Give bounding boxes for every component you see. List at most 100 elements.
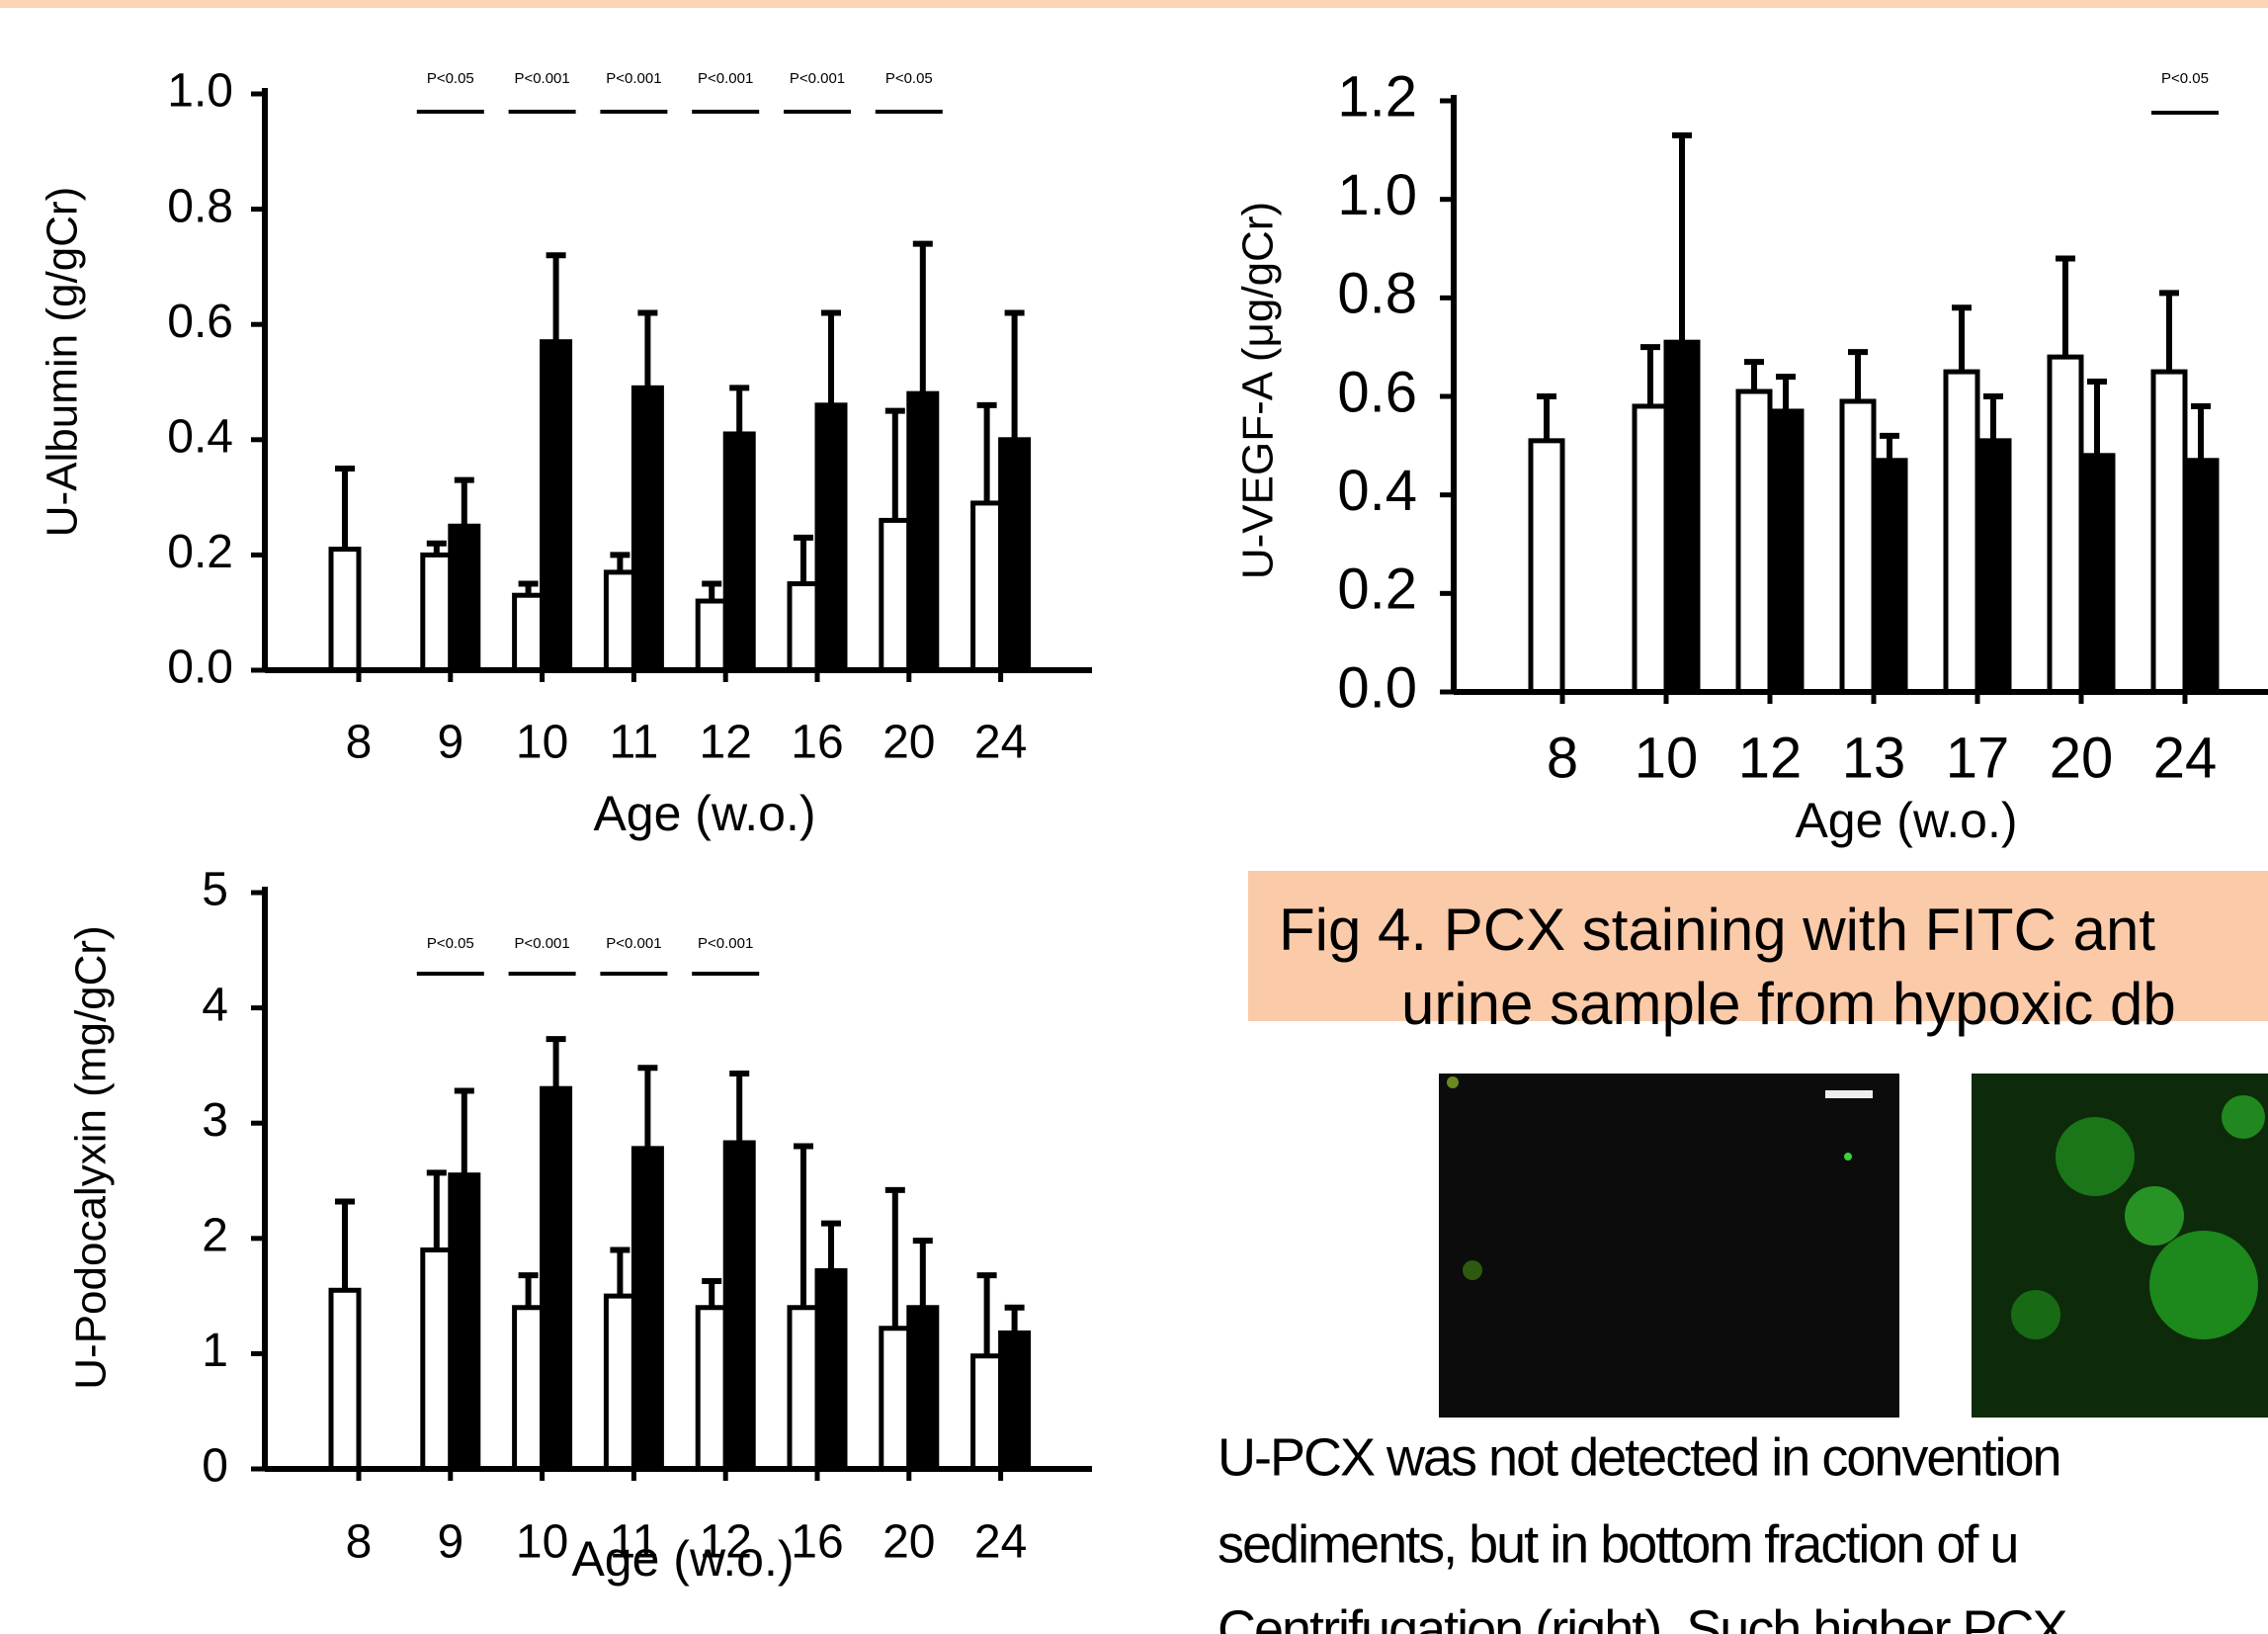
significance-label: P<0.05 — [885, 70, 933, 87]
bar — [725, 434, 753, 670]
y-tick-label: 1 — [202, 1325, 228, 1377]
bar — [973, 503, 1001, 670]
x-tick-label: 24 — [974, 1516, 1027, 1569]
error-bar — [1776, 377, 1796, 411]
x-tick-label: 20 — [2050, 726, 2114, 790]
significance-label: P<0.001 — [698, 935, 753, 952]
error-bar — [2056, 258, 2075, 357]
significance-label: P<0.001 — [514, 70, 569, 87]
error-bar — [913, 244, 933, 394]
error-bar — [2159, 293, 2179, 372]
error-bar — [2191, 406, 2211, 461]
bar — [1635, 406, 1666, 692]
error-bar — [885, 1190, 905, 1329]
x-tick-label: 10 — [516, 1516, 568, 1569]
y-tick-label: 0.4 — [1337, 459, 1417, 523]
y-tick-label: 0.2 — [1337, 558, 1417, 622]
error-bar — [1983, 396, 2003, 441]
signal — [2125, 1186, 2184, 1246]
x-tick-label: 10 — [1635, 726, 1699, 790]
bar — [423, 1249, 451, 1469]
error-bar — [455, 1091, 474, 1175]
y-tick-label: 2 — [202, 1209, 228, 1261]
bar — [423, 555, 451, 670]
error-bar — [702, 1281, 721, 1308]
caption-line: Fig 4. PCX staining with FITC ant — [1279, 897, 2155, 963]
bar — [790, 584, 817, 670]
bar — [1666, 342, 1698, 692]
bar — [1874, 461, 1905, 692]
signal — [1844, 1153, 1852, 1161]
error-bar — [637, 313, 657, 388]
body-text: U-PCX was not detected in convention — [1218, 1427, 2060, 1487]
error-bar — [885, 411, 905, 521]
bar — [698, 1308, 725, 1469]
x-axis-title: Age (w.o.) — [571, 1531, 794, 1587]
significance-label: P<0.05 — [2161, 70, 2209, 87]
significance-label: P<0.001 — [698, 70, 753, 87]
x-tick-label: 12 — [1738, 726, 1803, 790]
error-bar — [794, 1147, 813, 1308]
bar — [2081, 456, 2113, 692]
y-tick-label: 0.8 — [1337, 262, 1417, 326]
bar — [1738, 391, 1770, 692]
y-tick-label: 0.6 — [1337, 360, 1417, 424]
x-tick-label: 8 — [346, 1516, 373, 1569]
bar — [2050, 357, 2081, 692]
error-bar — [2087, 382, 2107, 456]
top-strip — [0, 0, 2268, 8]
bar — [882, 520, 909, 670]
bar — [1531, 441, 1562, 692]
error-bar — [1537, 396, 1556, 441]
y-tick-label: 0.4 — [167, 410, 233, 463]
x-tick-label: 20 — [882, 717, 935, 769]
bar — [515, 1308, 543, 1469]
error-bar — [1848, 352, 1868, 401]
significance-label: P<0.001 — [606, 70, 661, 87]
error-bar — [546, 255, 566, 341]
bar — [1977, 441, 2009, 692]
signal — [2011, 1290, 2060, 1339]
error-bar — [794, 538, 813, 584]
error-bar — [519, 1275, 539, 1308]
error-bar — [455, 480, 474, 527]
x-tick-label: 16 — [791, 717, 843, 769]
bar — [698, 601, 725, 670]
signal — [2222, 1095, 2265, 1139]
error-bar — [977, 405, 997, 503]
y-tick-label: 4 — [202, 979, 228, 1031]
x-tick-label: 24 — [2153, 726, 2218, 790]
significance-label: P<0.05 — [427, 70, 474, 87]
bar — [1001, 1333, 1029, 1469]
bar — [790, 1308, 817, 1469]
x-tick-label: 9 — [437, 1516, 463, 1569]
error-bar — [610, 1249, 630, 1296]
error-bar — [335, 1201, 355, 1290]
error-bar — [729, 1074, 749, 1143]
y-tick-label: 0.8 — [167, 180, 233, 232]
figure: 0.00.20.40.60.81.089101112162024U-Albumi… — [0, 0, 2268, 1634]
bar — [1001, 440, 1029, 670]
signal — [1447, 1076, 1459, 1088]
bar — [543, 1088, 570, 1469]
bar — [606, 572, 633, 670]
bar — [2153, 372, 2185, 692]
bar — [725, 1143, 753, 1469]
scale-bar — [1825, 1090, 1873, 1098]
bar — [1946, 372, 1977, 692]
y-tick-label: 0.6 — [167, 296, 233, 348]
micrograph-left — [1439, 1074, 1899, 1418]
y-axis-title: U-Albumin (g/gCr) — [39, 187, 87, 538]
error-bar — [1640, 347, 1660, 406]
significance-label: P<0.05 — [427, 935, 474, 952]
x-axis-title: Age (w.o.) — [1795, 793, 2017, 848]
error-bar — [1005, 313, 1025, 440]
bar — [882, 1329, 909, 1469]
error-bar — [702, 584, 721, 601]
x-tick-label: 8 — [346, 717, 373, 769]
bar — [909, 393, 937, 670]
error-bar — [1672, 135, 1692, 342]
y-tick-label: 0.0 — [1337, 655, 1417, 720]
bar — [543, 342, 570, 670]
x-tick-label: 24 — [974, 717, 1027, 769]
